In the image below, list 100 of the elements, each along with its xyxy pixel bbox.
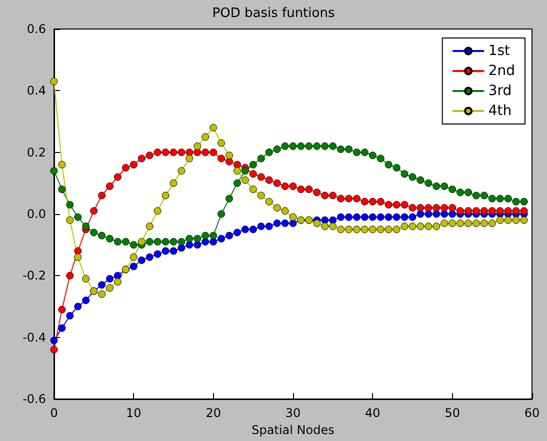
point [337, 146, 345, 153]
point [138, 154, 146, 162]
legend-label: 3rd [488, 83, 512, 99]
point [257, 192, 265, 200]
point [233, 167, 241, 175]
point [305, 142, 313, 150]
point [321, 216, 329, 224]
point [305, 186, 313, 194]
y-tick-label: 0.6 [26, 22, 46, 36]
point [146, 222, 154, 230]
point [74, 253, 82, 261]
point [345, 194, 353, 202]
point [281, 182, 289, 190]
point [210, 124, 218, 132]
point [456, 220, 464, 227]
x-tick-label: 40 [365, 406, 380, 420]
point [368, 213, 376, 221]
point [448, 220, 456, 227]
point [273, 220, 281, 227]
point [456, 207, 464, 215]
point [241, 226, 249, 234]
legend-label: 4th [488, 103, 512, 119]
point [233, 160, 241, 168]
point [520, 198, 528, 206]
point [226, 152, 234, 160]
point [138, 256, 146, 264]
point [345, 146, 353, 153]
point [249, 170, 257, 178]
point [226, 158, 234, 166]
point [400, 170, 408, 178]
point [520, 207, 528, 215]
point [352, 226, 360, 234]
point [194, 241, 202, 249]
point [472, 207, 480, 215]
point [416, 210, 424, 218]
point [218, 234, 226, 242]
point [82, 275, 90, 282]
point [368, 152, 376, 160]
point [424, 179, 432, 187]
point [352, 213, 360, 221]
point [138, 238, 146, 246]
point [321, 192, 329, 200]
point [496, 194, 504, 202]
point [496, 207, 504, 215]
point [448, 204, 456, 212]
point [360, 198, 368, 206]
point [98, 232, 106, 240]
point [408, 204, 416, 212]
point [194, 148, 202, 156]
point [186, 241, 194, 249]
point [58, 306, 66, 314]
point [408, 173, 416, 181]
point [424, 210, 432, 218]
legend-label: 2nd [488, 63, 516, 79]
point [50, 336, 58, 344]
point [464, 188, 472, 196]
point [50, 167, 58, 175]
point [130, 253, 138, 261]
point [218, 154, 226, 162]
point [146, 152, 154, 160]
point [194, 234, 202, 242]
point [249, 186, 257, 194]
point [58, 324, 66, 332]
point [496, 216, 504, 224]
point [512, 207, 520, 215]
point [170, 238, 178, 246]
point [512, 198, 520, 206]
point [202, 133, 210, 141]
point [154, 250, 162, 258]
point [257, 222, 265, 230]
point [504, 216, 512, 224]
point [512, 216, 520, 224]
point [90, 228, 98, 236]
point [66, 272, 74, 280]
point [50, 78, 58, 86]
point [98, 192, 106, 200]
point [329, 142, 337, 150]
point [456, 188, 464, 196]
point [210, 238, 218, 246]
point [313, 220, 321, 227]
point [233, 179, 241, 187]
point [400, 213, 408, 221]
point [337, 226, 345, 234]
y-tick-label: 0.0 [26, 207, 46, 221]
point [345, 213, 353, 221]
point [488, 220, 496, 227]
point [233, 228, 241, 236]
point [440, 210, 448, 218]
point [170, 179, 178, 187]
point [74, 213, 82, 221]
point [265, 222, 273, 230]
point [400, 222, 408, 230]
point [448, 210, 456, 218]
point [106, 234, 114, 242]
point [178, 148, 186, 156]
point [432, 182, 440, 190]
x-tick-label: 50 [444, 406, 460, 420]
point [432, 222, 440, 230]
point [249, 226, 257, 234]
point [114, 238, 122, 246]
